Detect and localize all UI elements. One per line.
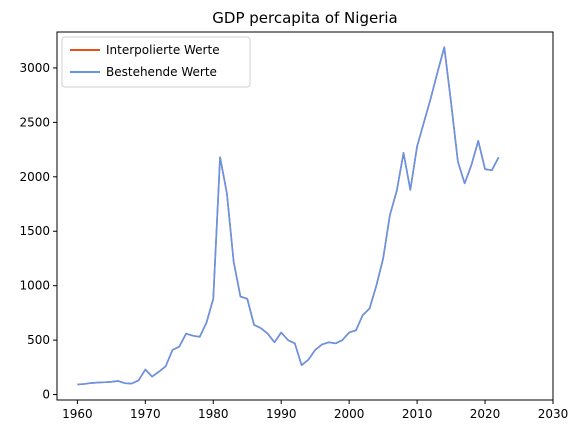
x-tick-label: 1990: [266, 407, 297, 421]
legend-label-existing: Bestehende Werte: [106, 65, 217, 79]
chart-title: GDP percapita of Nigeria: [212, 9, 397, 27]
y-tick-label: 1500: [19, 224, 50, 238]
y-tick-label: 0: [42, 388, 50, 402]
y-tick-label: 2500: [19, 115, 50, 129]
series-line-interpolated: [77, 46, 500, 386]
legend-label-interpolated: Interpolierte Werte: [106, 43, 220, 57]
x-tick-label: 1980: [198, 407, 229, 421]
x-tick-label: 2030: [538, 407, 569, 421]
plot-frame: [56, 31, 554, 401]
legend-box: [61, 36, 251, 88]
y-tick-label: 3000: [19, 61, 50, 75]
y-tick-label: 500: [27, 333, 50, 347]
x-tick-label: 2020: [470, 407, 501, 421]
series-line-existing: [77, 46, 500, 386]
y-axis: 0 500 1000 1500 2000 2500 3000: [19, 61, 57, 402]
x-axis: 1960 1970 1980 1990 2000 2010 2020 2030: [62, 400, 568, 421]
x-tick-label: 2010: [402, 407, 433, 421]
y-tick-label: 2000: [19, 170, 50, 184]
x-tick-label: 1960: [62, 407, 93, 421]
x-tick-label: 2000: [334, 407, 365, 421]
plot-area: [56, 31, 554, 401]
y-tick-label: 1000: [19, 279, 50, 293]
legend: Interpolierte Werte Bestehende Werte: [61, 36, 251, 88]
series-layer: [77, 46, 500, 386]
x-tick-label: 1970: [130, 407, 161, 421]
